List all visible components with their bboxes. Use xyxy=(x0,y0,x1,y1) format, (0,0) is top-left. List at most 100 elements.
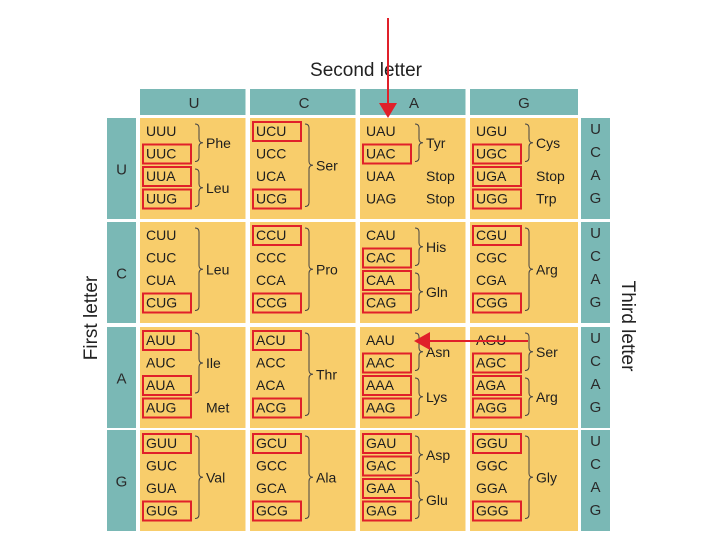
codon-brace xyxy=(414,332,424,371)
codon-AGA: AGA xyxy=(476,377,506,393)
codon-highlight-box xyxy=(472,433,522,454)
codon-highlight-box xyxy=(472,225,522,246)
codon-highlight-box xyxy=(252,433,302,454)
amino-acid-label: Stop xyxy=(426,168,455,184)
codon-highlight-box xyxy=(252,397,302,419)
codon-UGU: UGU xyxy=(476,123,507,139)
amino-acid-label: Gly xyxy=(536,469,557,485)
codon-brace xyxy=(524,377,534,416)
codon-CGA: CGA xyxy=(476,272,507,288)
amino-acid-label: Asn xyxy=(426,344,450,360)
vertical-arrow-head xyxy=(379,103,397,118)
codon-GCG: GCG xyxy=(256,503,288,519)
codon-brace xyxy=(194,227,204,311)
codon-highlight-box xyxy=(252,188,302,210)
codon-brace xyxy=(414,227,424,266)
codon-highlight-box xyxy=(142,188,192,210)
third-letter-label: U xyxy=(590,433,601,450)
third-letter-label: A xyxy=(590,271,600,288)
amino-acid-label: Val xyxy=(206,469,225,485)
third-letter-label: U xyxy=(590,330,601,347)
amino-acid-label: Stop xyxy=(426,191,455,207)
codon-highlight-box xyxy=(472,352,522,374)
codon-UAC: UAC xyxy=(366,146,396,162)
codon-CUU: CUU xyxy=(146,227,176,243)
codon-highlight-box xyxy=(142,143,192,165)
second-letter-label: C xyxy=(299,95,310,112)
amino-acid-label: Thr xyxy=(316,366,337,382)
codon-UGC: UGC xyxy=(476,146,507,162)
codon-highlight-box xyxy=(472,375,522,396)
codon-cell: UAU UAC UAA UAG Tyr Stop Stop xyxy=(360,118,468,219)
codon-highlight-box xyxy=(362,455,412,477)
codon-CUC: CUC xyxy=(146,250,176,266)
codon-UAU: UAU xyxy=(366,123,396,139)
codon-cell: CCU CCC CCA CCG Pro xyxy=(250,222,358,323)
third-letter-label: C xyxy=(590,353,601,370)
codon-AGG: AGG xyxy=(476,400,507,416)
codon-CCA: CCA xyxy=(256,272,286,288)
codon-GAU: GAU xyxy=(366,435,396,451)
codon-CUG: CUG xyxy=(146,295,177,311)
codon-cell: UUU UUC UUA UUG Phe Leu xyxy=(140,118,248,219)
codon-UUG: UUG xyxy=(146,191,177,207)
codon-CGU: CGU xyxy=(476,227,507,243)
codon-cell: CAU CAC CAA CAG His Gln xyxy=(360,222,468,323)
codon-brace xyxy=(414,480,424,519)
codon-highlight-box xyxy=(472,166,522,187)
codon-cell-background xyxy=(250,118,358,219)
codon-cell-background xyxy=(250,222,358,323)
codon-UCA: UCA xyxy=(256,168,286,184)
codon-highlight-box xyxy=(252,500,302,522)
third-letter-label: U xyxy=(590,121,601,138)
codon-CCU: CCU xyxy=(256,227,286,243)
amino-acid-label: Ser xyxy=(536,344,558,360)
codon-CGC: CGC xyxy=(476,250,507,266)
codon-highlight-box xyxy=(362,397,412,419)
codon-highlight-box xyxy=(252,225,302,246)
codon-ACU: ACU xyxy=(256,332,286,348)
first-letter-header-C xyxy=(107,222,136,323)
codon-GGA: GGA xyxy=(476,480,508,496)
codon-CAG: CAG xyxy=(366,295,396,311)
codon-UGG: UGG xyxy=(476,191,508,207)
amino-acid-label: Ile xyxy=(206,355,221,371)
codon-GGC: GGC xyxy=(476,458,508,474)
codon-cell-background xyxy=(360,222,468,323)
codon-brace xyxy=(524,227,534,311)
codon-AUU: AUU xyxy=(146,332,176,348)
amino-acid-label: Ser xyxy=(316,157,338,173)
codon-UCU: UCU xyxy=(256,123,286,139)
third-letter-label: G xyxy=(590,190,602,207)
codon-GCC: GCC xyxy=(256,458,287,474)
codon-brace xyxy=(194,123,204,162)
codon-CCC: CCC xyxy=(256,250,286,266)
codon-GAA: GAA xyxy=(366,480,396,496)
codon-highlight-box xyxy=(472,292,522,314)
codon-UUU: UUU xyxy=(146,123,176,139)
codon-UCG: UCG xyxy=(256,191,287,207)
codon-cell-background xyxy=(470,118,578,219)
codon-UUC: UUC xyxy=(146,146,176,162)
amino-acid-label: Leu xyxy=(206,180,229,196)
codon-highlight-box xyxy=(252,330,302,351)
codon-UUA: UUA xyxy=(146,168,176,184)
codon-CAA: CAA xyxy=(366,272,395,288)
codon-cell: UGU UGC UGA UGG Cys Stop Trp xyxy=(470,118,578,219)
codon-brace xyxy=(524,332,534,371)
codon-CCG: CCG xyxy=(256,295,287,311)
codon-brace xyxy=(304,123,314,207)
amino-acid-label: Lys xyxy=(426,389,447,405)
codon-highlight-box xyxy=(472,397,522,419)
codon-brace xyxy=(194,168,204,207)
codon-cell-background xyxy=(140,430,248,531)
second-letter-header-U xyxy=(140,89,248,115)
amino-acid-label: Arg xyxy=(536,261,558,277)
amino-acid-label: Leu xyxy=(206,261,229,277)
codon-cell-background xyxy=(140,118,248,219)
codon-GGG: GGG xyxy=(476,503,509,519)
amino-acid-label: Phe xyxy=(206,135,231,151)
second-letter-header-C xyxy=(250,89,358,115)
